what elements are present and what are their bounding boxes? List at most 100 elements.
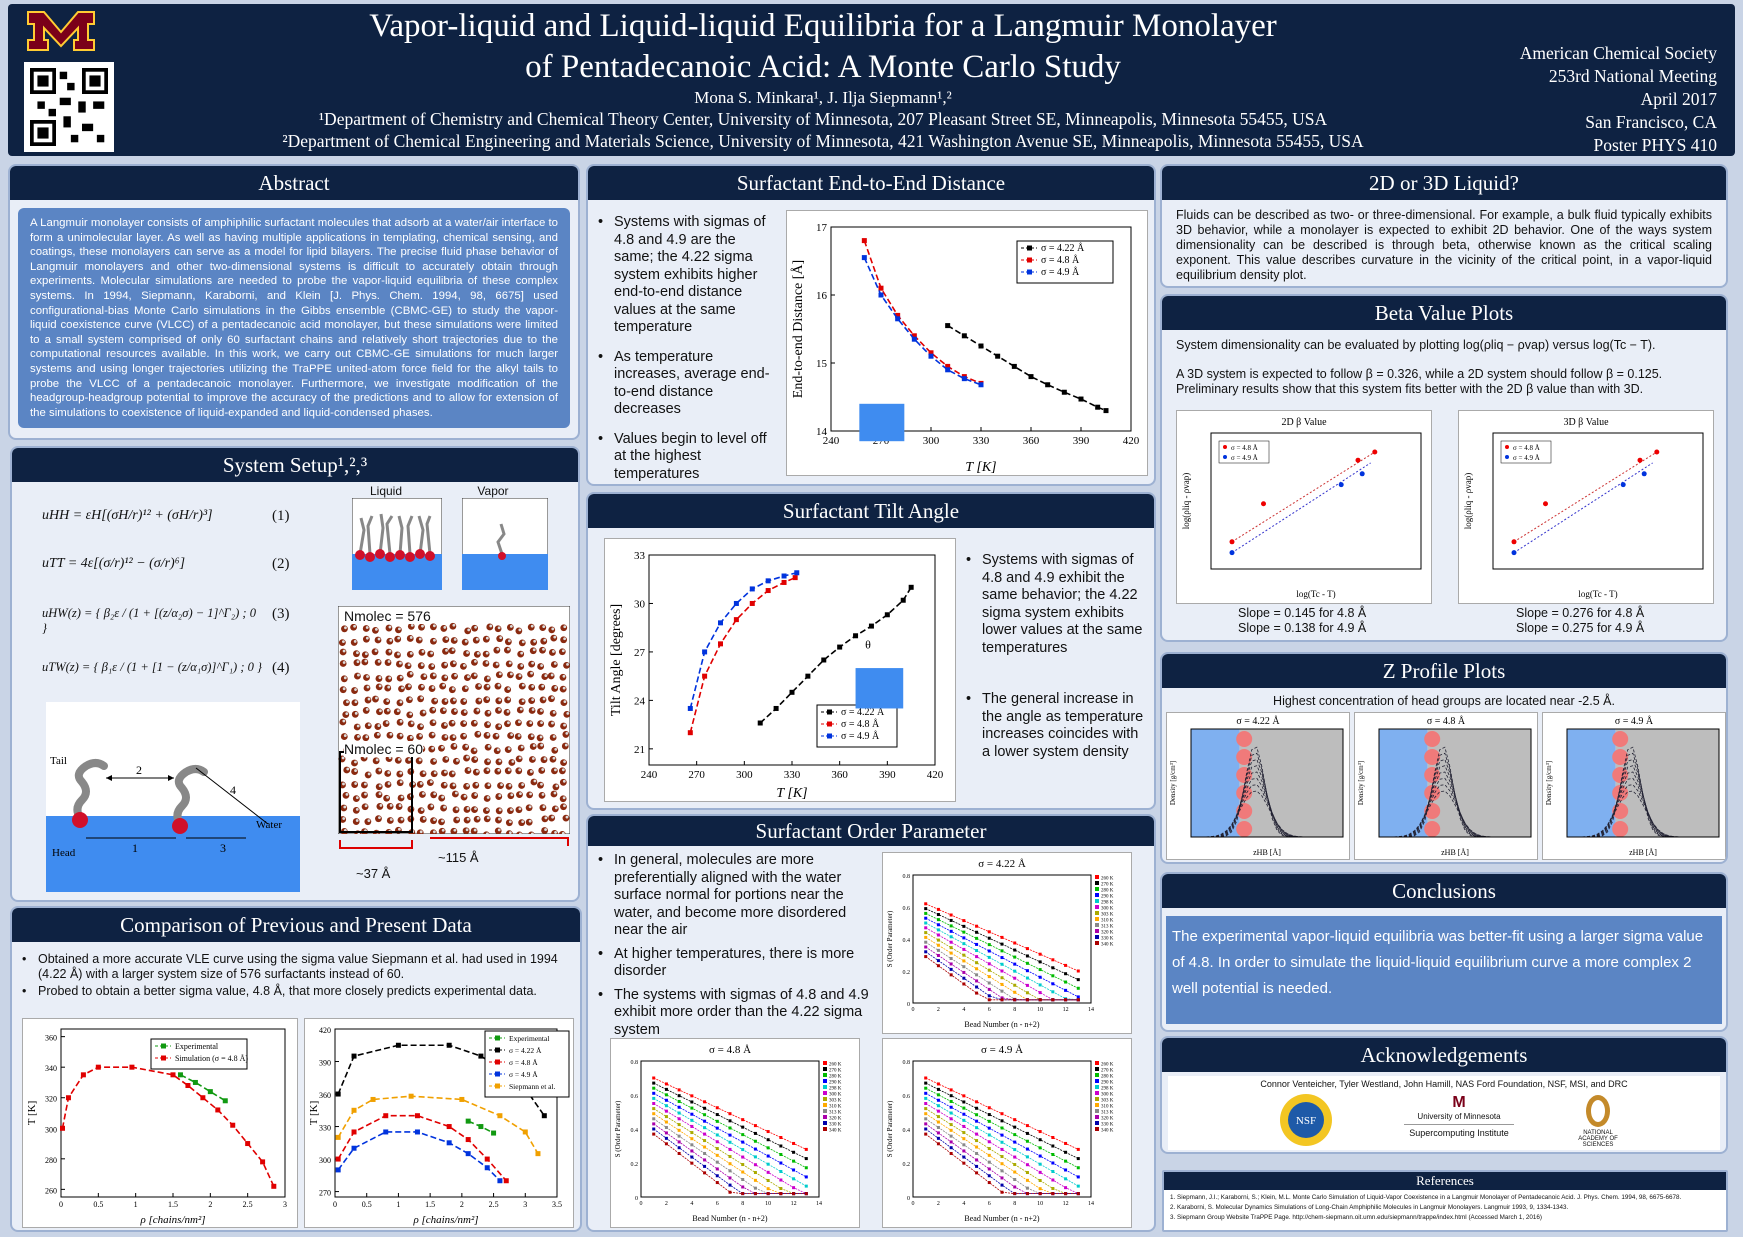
molecule — [471, 792, 478, 799]
molecule — [442, 647, 449, 655]
molecule — [384, 770, 392, 777]
legend-label: 310 K — [829, 1105, 842, 1110]
data-point — [1064, 1168, 1068, 1172]
molecule — [559, 778, 567, 786]
molecule — [351, 768, 358, 775]
molecule-highlight — [551, 815, 555, 819]
data-point — [945, 367, 951, 373]
qr-code[interactable] — [24, 62, 114, 152]
data-point — [945, 323, 951, 329]
molecule-highlight — [485, 832, 489, 834]
data-point — [975, 924, 979, 928]
molecule-highlight — [474, 659, 477, 663]
data-point — [1013, 983, 1017, 987]
data-point — [1038, 1146, 1042, 1150]
molecule-highlight — [486, 733, 490, 736]
data-point — [1076, 986, 1080, 990]
molecule-highlight — [420, 724, 423, 728]
molecule — [560, 624, 568, 632]
molecule — [427, 650, 435, 658]
data-point — [975, 1139, 979, 1143]
molecule — [541, 827, 548, 834]
molecule — [343, 699, 350, 707]
equation-number-3: (3) — [272, 606, 290, 622]
legend-marker — [495, 1071, 500, 1077]
molecule-highlight — [343, 734, 347, 737]
molecule-highlight — [466, 783, 469, 787]
legend-marker — [1027, 245, 1032, 251]
data-point — [987, 975, 991, 979]
molecule-highlight — [544, 674, 548, 677]
molecule — [495, 758, 503, 766]
data-point — [804, 1147, 808, 1151]
molecule-highlight — [452, 698, 456, 702]
data-point — [690, 1124, 694, 1128]
legend-label: 260 K — [1101, 1063, 1114, 1068]
data-point — [962, 1161, 966, 1165]
molecule — [407, 815, 415, 823]
data-point — [936, 943, 940, 947]
data-point — [804, 1184, 808, 1188]
data-point — [945, 363, 951, 369]
molecule — [384, 684, 392, 692]
beta-panel: Beta Value Plots System dimensionality c… — [1160, 294, 1728, 642]
data-point — [804, 1157, 808, 1161]
molecule-highlight — [387, 660, 391, 663]
data-point — [446, 1124, 452, 1130]
molecule — [527, 670, 534, 678]
molecule — [528, 707, 536, 714]
molecule — [550, 790, 558, 798]
data-point — [1013, 990, 1017, 994]
molecule-highlight — [443, 782, 447, 786]
data-point — [1076, 969, 1080, 973]
molecule-highlight — [486, 768, 490, 772]
molecule-highlight — [563, 723, 566, 727]
molecule-highlight — [566, 711, 570, 715]
data-point — [703, 1126, 707, 1130]
data-point — [664, 1109, 668, 1113]
comparison-bullet-2: Probed to obtain a better sigma value, 4… — [20, 984, 572, 999]
molecule — [441, 734, 449, 741]
liquid2d-panel: 2D or 3D Liquid? Fluids can be described… — [1160, 164, 1728, 288]
data-point — [395, 1042, 401, 1048]
data-point — [753, 1186, 757, 1190]
data-point — [753, 1163, 757, 1167]
molecule — [505, 660, 513, 668]
molecule-highlight — [485, 808, 489, 812]
data-point — [1025, 961, 1029, 965]
molecule-highlight — [429, 780, 433, 784]
legend-label: 298 K — [829, 1087, 842, 1092]
molecule — [396, 732, 404, 740]
molecule — [486, 623, 494, 631]
data-point — [222, 1098, 228, 1104]
monolayer-snapshot — [338, 606, 570, 834]
molecule-highlight — [541, 768, 545, 771]
molecule — [493, 747, 501, 755]
vle-chart-2: 0 0.5 1 1.5 2 2.5 3 3.5 270 300 330 360 390 420 ρ [cha… — [304, 1018, 574, 1228]
dimension-37: ~37 Å — [356, 866, 391, 881]
molecule — [506, 671, 514, 679]
molecule-highlight — [477, 731, 481, 735]
molecule-highlight — [386, 699, 390, 703]
data-point — [715, 1113, 719, 1117]
data-point — [878, 285, 884, 291]
data-point — [1051, 1187, 1055, 1190]
molecule-highlight — [489, 624, 493, 628]
data-point — [779, 1170, 783, 1173]
order-bullet-1: In general, molecules are more preferent… — [596, 852, 872, 940]
legend-marker — [1505, 455, 1509, 459]
data-point — [753, 1139, 757, 1143]
molecule — [470, 719, 478, 727]
legend-marker — [1095, 875, 1099, 879]
data-point — [260, 1159, 266, 1165]
data-point — [664, 1115, 668, 1119]
molecule-highlight — [476, 651, 480, 655]
molecule — [484, 782, 492, 790]
molecule-highlight — [507, 647, 510, 651]
molecule-highlight — [444, 662, 447, 666]
data-point — [895, 316, 901, 322]
molecule — [429, 706, 437, 714]
data-point — [95, 1064, 101, 1070]
y-tick-label: 0.4 — [903, 1128, 911, 1134]
